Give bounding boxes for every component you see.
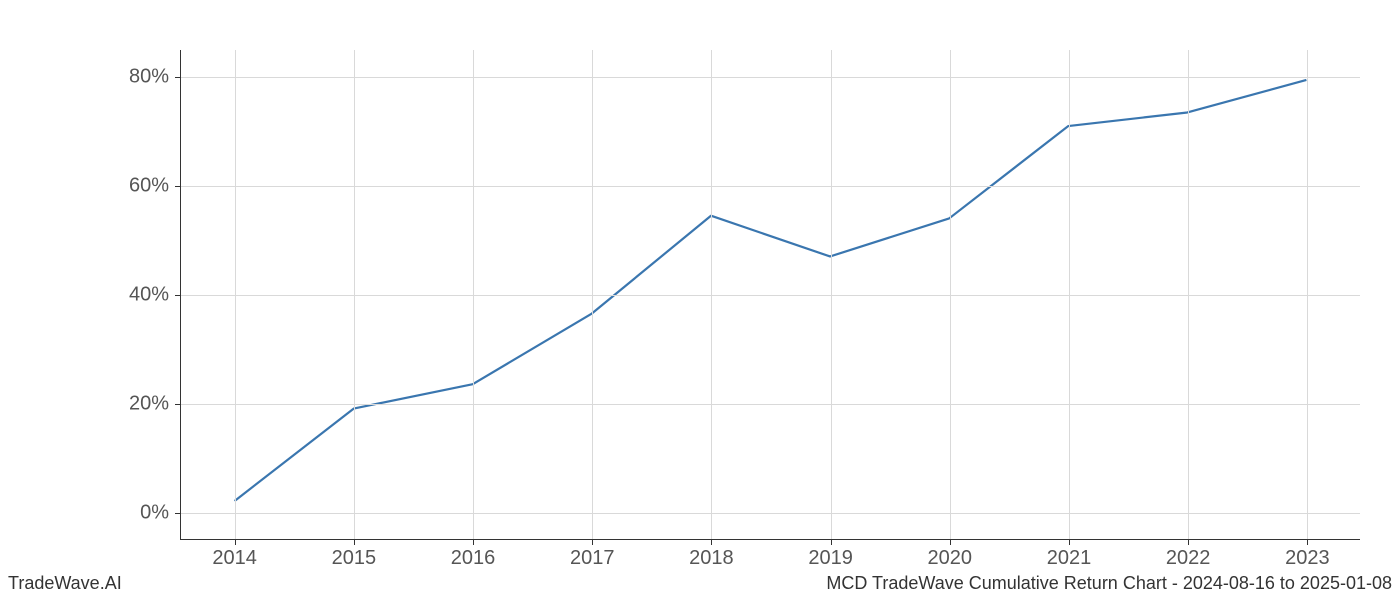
x-tick-mark — [1069, 539, 1070, 545]
plot-area: 2014201520162017201820192020202120222023… — [180, 50, 1360, 540]
y-tick-mark — [175, 513, 181, 514]
y-tick-label: 0% — [140, 501, 169, 524]
x-tick-label: 2022 — [1166, 547, 1211, 570]
y-tick-mark — [175, 295, 181, 296]
y-tick-mark — [175, 77, 181, 78]
x-tick-mark — [354, 539, 355, 545]
x-tick-label: 2015 — [332, 547, 377, 570]
x-tick-label: 2014 — [212, 547, 257, 570]
grid-line-horizontal — [181, 513, 1360, 514]
x-tick-mark — [1188, 539, 1189, 545]
y-tick-mark — [175, 186, 181, 187]
y-tick-label: 20% — [129, 392, 169, 415]
y-tick-label: 80% — [129, 66, 169, 89]
grid-line-horizontal — [181, 77, 1360, 78]
x-tick-mark — [473, 539, 474, 545]
y-tick-label: 60% — [129, 175, 169, 198]
x-tick-label: 2021 — [1047, 547, 1092, 570]
x-tick-mark — [950, 539, 951, 545]
x-tick-mark — [831, 539, 832, 545]
x-tick-mark — [235, 539, 236, 545]
chart-area: 2014201520162017201820192020202120222023… — [180, 50, 1360, 540]
x-tick-label: 2023 — [1285, 547, 1330, 570]
x-tick-mark — [1307, 539, 1308, 545]
footer-right-label: MCD TradeWave Cumulative Return Chart - … — [826, 573, 1392, 594]
x-tick-label: 2020 — [928, 547, 973, 570]
x-tick-label: 2018 — [689, 547, 734, 570]
data-line — [235, 80, 1307, 501]
y-tick-label: 40% — [129, 284, 169, 307]
x-tick-mark — [592, 539, 593, 545]
x-tick-label: 2019 — [808, 547, 853, 570]
grid-line-horizontal — [181, 404, 1360, 405]
grid-line-horizontal — [181, 295, 1360, 296]
x-tick-label: 2016 — [451, 547, 496, 570]
y-tick-mark — [175, 404, 181, 405]
grid-line-horizontal — [181, 186, 1360, 187]
x-tick-label: 2017 — [570, 547, 615, 570]
x-tick-mark — [711, 539, 712, 545]
footer-left-label: TradeWave.AI — [8, 573, 122, 594]
